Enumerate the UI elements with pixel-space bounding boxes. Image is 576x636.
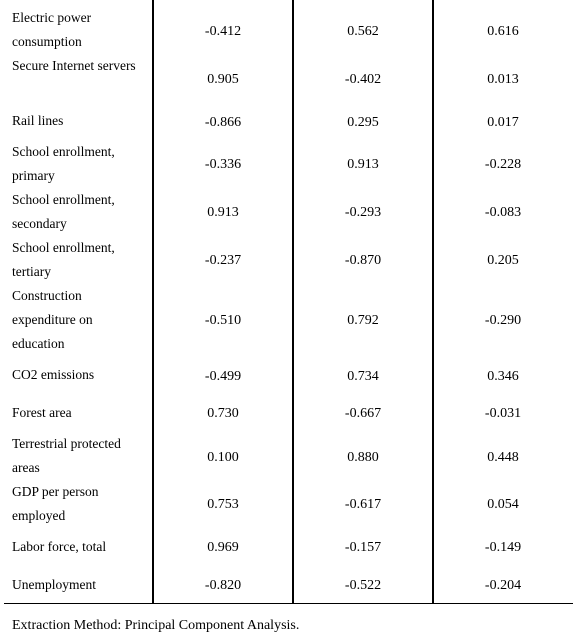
table-row: Electric power consumption -0.412 0.562 … — [0, 6, 576, 54]
row-label: Forest area — [12, 405, 72, 420]
value-cell: -0.228 — [484, 157, 522, 172]
value-cell: 0.913 — [207, 205, 239, 220]
value-cell: -0.499 — [204, 369, 242, 384]
value-cell: 0.346 — [487, 369, 519, 384]
table-row: Rail lines -0.866 0.295 0.017 — [0, 109, 576, 137]
row-label: Secure Internet servers — [12, 58, 136, 73]
value-cell: 0.616 — [487, 24, 519, 39]
table-row: Forest area 0.730 -0.667 -0.031 — [0, 401, 576, 429]
value-cell: 0.017 — [487, 115, 519, 130]
table-row: GDP per person employed 0.753 -0.617 0.0… — [0, 480, 576, 528]
value-cell: -0.820 — [204, 578, 242, 593]
value-cell: -0.412 — [204, 24, 242, 39]
value-cell: 0.753 — [207, 497, 239, 512]
value-cell: -0.157 — [344, 540, 382, 555]
column-divider — [292, 0, 294, 604]
value-cell: 0.880 — [347, 450, 379, 465]
row-label: Rail lines — [12, 113, 64, 128]
value-cell: -0.204 — [484, 578, 522, 593]
value-cell: -0.510 — [204, 313, 242, 328]
value-cell: 0.792 — [347, 313, 379, 328]
value-cell: 0.295 — [347, 115, 379, 130]
table-row: School enrollment, secondary 0.913 -0.29… — [0, 188, 576, 236]
table-row: Terrestrial protected areas 0.100 0.880 … — [0, 432, 576, 480]
value-cell: -0.667 — [344, 406, 382, 421]
row-label: Construction expenditure on education — [12, 288, 93, 351]
row-label: School enrollment, secondary — [12, 192, 115, 231]
value-cell: -0.083 — [484, 205, 522, 220]
value-cell: -0.031 — [484, 406, 522, 421]
table-row: Construction expenditure on education -0… — [0, 284, 576, 356]
table-bottom-border — [4, 603, 573, 604]
value-cell: -0.402 — [344, 72, 382, 87]
value-cell: 0.205 — [487, 253, 519, 268]
value-cell: -0.866 — [204, 115, 242, 130]
table-row: Labor force, total 0.969 -0.157 -0.149 — [0, 535, 576, 563]
value-cell: 0.054 — [487, 497, 519, 512]
value-cell: 0.730 — [207, 406, 239, 421]
value-cell: 0.913 — [347, 157, 379, 172]
value-cell: 0.734 — [347, 369, 379, 384]
table-row: Secure Internet servers 0.905 -0.402 0.0… — [0, 54, 576, 102]
value-cell: 0.969 — [207, 540, 239, 555]
value-cell: -0.870 — [344, 253, 382, 268]
column-divider — [152, 0, 154, 604]
value-cell: -0.237 — [204, 253, 242, 268]
table-row: Unemployment -0.820 -0.522 -0.204 — [0, 573, 576, 601]
table-footnote: Extraction Method: Principal Component A… — [12, 618, 300, 633]
value-cell: 0.448 — [487, 450, 519, 465]
value-cell: 0.905 — [207, 72, 239, 87]
value-cell: 0.013 — [487, 72, 519, 87]
row-label: Labor force, total — [12, 539, 107, 554]
row-label: GDP per person employed — [12, 484, 99, 523]
value-cell: -0.522 — [344, 578, 382, 593]
table-row: School enrollment, tertiary -0.237 -0.87… — [0, 236, 576, 284]
column-divider — [432, 0, 434, 604]
value-cell: -0.149 — [484, 540, 522, 555]
value-cell: 0.100 — [207, 450, 239, 465]
row-label: Electric power consumption — [12, 10, 92, 49]
table-row: School enrollment, primary -0.336 0.913 … — [0, 140, 576, 188]
row-label: School enrollment, primary — [12, 144, 115, 183]
row-label: Terrestrial protected areas — [12, 436, 121, 475]
value-cell: -0.293 — [344, 205, 382, 220]
value-cell: -0.617 — [344, 497, 382, 512]
row-label: School enrollment, tertiary — [12, 240, 115, 279]
value-cell: -0.336 — [204, 157, 242, 172]
table-row: CO2 emissions -0.499 0.734 0.346 — [0, 363, 576, 391]
row-label: Unemployment — [12, 577, 96, 592]
value-cell: 0.562 — [347, 24, 379, 39]
row-label: CO2 emissions — [12, 367, 95, 382]
value-cell: -0.290 — [484, 313, 522, 328]
